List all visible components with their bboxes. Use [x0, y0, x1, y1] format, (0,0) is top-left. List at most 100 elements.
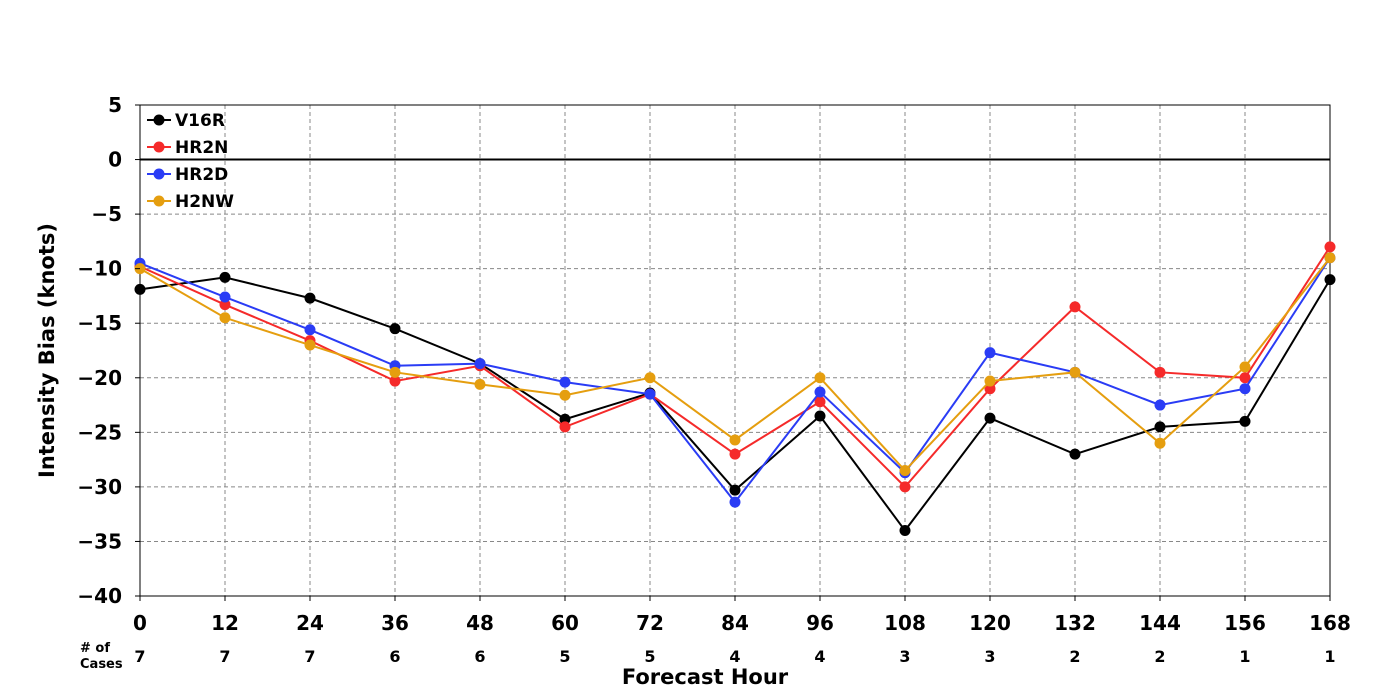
- legend-swatch-marker: [153, 114, 165, 126]
- x-tick-label: 108: [884, 611, 926, 635]
- x-tick-label: 72: [636, 611, 664, 635]
- data-point-h2nw: [1154, 437, 1166, 449]
- legend-label: V16R: [175, 111, 225, 131]
- data-point-h2nw: [644, 372, 656, 384]
- data-point-h2nw: [389, 366, 401, 378]
- data-point-hr2n: [729, 448, 741, 460]
- data-point-h2nw: [304, 339, 316, 351]
- y-tick-label: −5: [91, 202, 122, 226]
- data-point-v16r: [134, 283, 146, 295]
- case-count: 7: [219, 647, 230, 666]
- data-point-v16r: [389, 323, 401, 335]
- x-tick-label: 84: [721, 611, 749, 635]
- legend-label: HR2N: [175, 138, 228, 158]
- data-point-hr2d: [1154, 399, 1166, 411]
- y-tick-label: 5: [108, 93, 122, 117]
- data-point-v16r: [814, 410, 826, 422]
- data-point-hr2d: [984, 347, 996, 359]
- legend-label: H2NW: [175, 192, 234, 212]
- y-tick-label: −35: [77, 529, 122, 553]
- case-count: 6: [474, 647, 485, 666]
- data-point-hr2d: [559, 376, 571, 388]
- data-point-hr2n: [1154, 366, 1166, 378]
- cases-row-title: # of Cases: [80, 641, 123, 672]
- data-point-h2nw: [1239, 361, 1251, 373]
- legend-swatch-marker: [153, 168, 165, 180]
- x-tick-label: 24: [296, 611, 324, 635]
- case-count: 1: [1239, 647, 1250, 666]
- legend-swatch-marker: [153, 141, 165, 153]
- data-point-h2nw: [1069, 366, 1081, 378]
- data-point-h2nw: [984, 375, 996, 387]
- y-tick-label: −10: [77, 257, 122, 281]
- data-point-v16r: [1154, 421, 1166, 433]
- data-point-hr2n: [559, 421, 571, 433]
- series-layer: [134, 241, 1336, 537]
- data-point-hr2n: [1239, 372, 1251, 384]
- data-point-hr2n: [219, 299, 231, 311]
- y-tick-label: −20: [77, 366, 122, 390]
- case-count: 3: [899, 647, 910, 666]
- data-point-hr2d: [474, 358, 486, 370]
- cases-row: 7 7 7 6 6 5 5 4 4 3 3 2 2 1 1: [134, 647, 1335, 666]
- case-count: 5: [559, 647, 570, 666]
- x-tick-label: 132: [1054, 611, 1096, 635]
- case-count: 7: [134, 647, 145, 666]
- case-count: 3: [984, 647, 995, 666]
- y-tick-labels: 5 0 −5 −10 −15 −20 −25 −30 −35 −40: [77, 93, 140, 608]
- case-count: 2: [1154, 647, 1165, 666]
- legend-item-hr2n: HR2N: [147, 138, 228, 158]
- data-point-v16r: [1324, 274, 1336, 286]
- x-tick-label: 36: [381, 611, 409, 635]
- legend-label: HR2D: [175, 165, 228, 185]
- data-point-hr2n: [1069, 301, 1081, 313]
- x-tick-label: 156: [1224, 611, 1266, 635]
- data-point-h2nw: [814, 372, 826, 384]
- grid-lines: [140, 105, 1330, 596]
- case-count: 7: [304, 647, 315, 666]
- data-point-v16r: [1239, 415, 1251, 427]
- data-point-hr2d: [814, 386, 826, 398]
- y-tick-label: −15: [77, 311, 122, 335]
- legend-item-h2nw: H2NW: [147, 192, 234, 212]
- data-point-h2nw: [559, 389, 571, 401]
- cases-title-line: # of: [80, 641, 110, 656]
- x-tick-label: 144: [1139, 611, 1181, 635]
- data-point-hr2d: [219, 291, 231, 303]
- x-tick-label: 168: [1309, 611, 1351, 635]
- legend-swatch-marker: [153, 195, 165, 207]
- cases-title-line: Cases: [80, 657, 123, 672]
- x-tick-label: 96: [806, 611, 834, 635]
- data-point-h2nw: [1324, 252, 1336, 264]
- x-tick-label: 12: [211, 611, 239, 635]
- case-count: 4: [729, 647, 740, 666]
- x-tick-label: 48: [466, 611, 494, 635]
- data-point-hr2n: [814, 396, 826, 408]
- data-point-h2nw: [219, 312, 231, 324]
- y-tick-label: 0: [108, 148, 122, 172]
- case-count: 5: [644, 647, 655, 666]
- legend-item-hr2d: HR2D: [147, 165, 228, 185]
- x-tick-label: 60: [551, 611, 579, 635]
- y-tick-label: −40: [77, 584, 122, 608]
- data-point-hr2n: [389, 375, 401, 387]
- legend-item-v16r: V16R: [147, 111, 225, 131]
- data-point-h2nw: [899, 465, 911, 477]
- y-tick-label: −30: [77, 475, 122, 499]
- case-count: 4: [814, 647, 825, 666]
- data-point-h2nw: [729, 434, 741, 446]
- case-count: 6: [389, 647, 400, 666]
- data-point-v16r: [304, 292, 316, 304]
- x-axis-title: Forecast Hour: [622, 665, 789, 689]
- data-point-v16r: [899, 525, 911, 537]
- y-tick-label: −25: [77, 420, 122, 444]
- data-point-v16r: [729, 484, 741, 496]
- case-count: 2: [1069, 647, 1080, 666]
- data-point-v16r: [559, 413, 571, 425]
- data-point-hr2d: [304, 324, 316, 336]
- data-point-hr2d: [1239, 383, 1251, 395]
- data-point-hr2n: [1324, 241, 1336, 253]
- legend: V16R HR2N HR2D H2NW: [147, 111, 234, 212]
- data-point-hr2n: [899, 481, 911, 493]
